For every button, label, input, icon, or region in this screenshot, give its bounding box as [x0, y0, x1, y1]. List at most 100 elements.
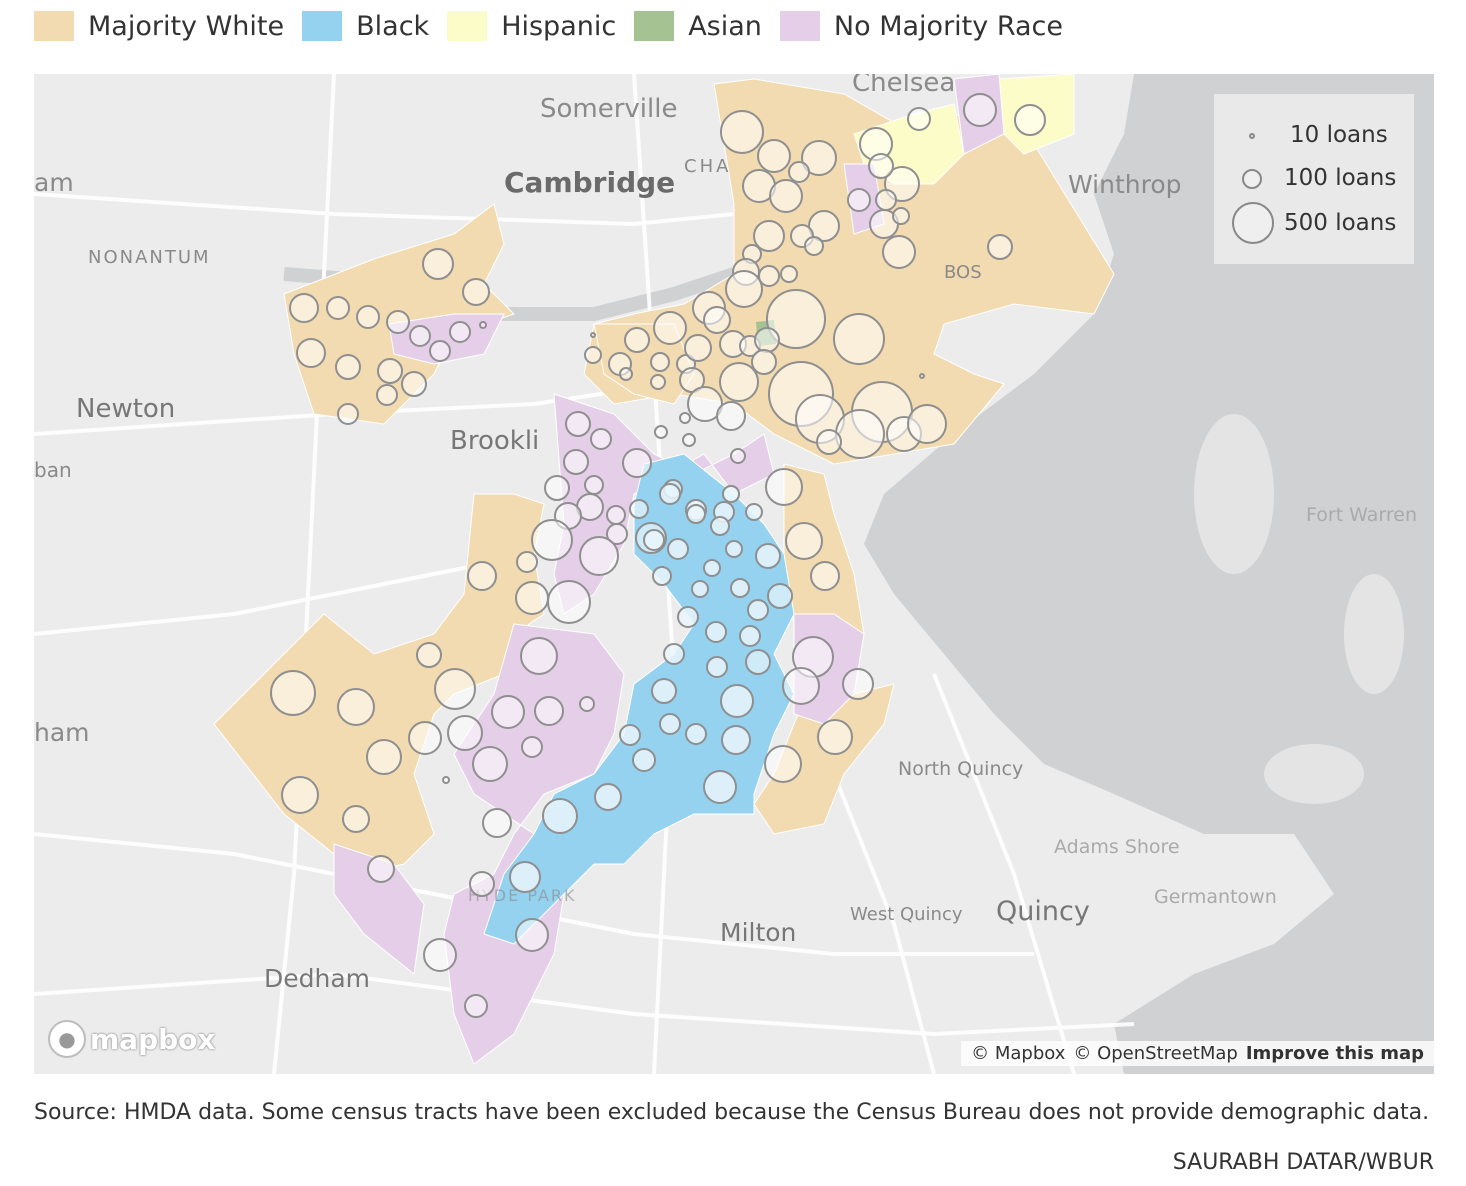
loan-bubble[interactable]: [767, 583, 793, 609]
loan-bubble[interactable]: [590, 428, 612, 450]
loan-bubble[interactable]: [401, 371, 427, 397]
loan-bubble[interactable]: [808, 210, 840, 242]
loan-bubble[interactable]: [963, 93, 997, 127]
loan-bubble[interactable]: [730, 448, 746, 464]
loan-bubble[interactable]: [520, 637, 558, 675]
loan-bubble[interactable]: [409, 325, 431, 347]
loan-bubble[interactable]: [650, 352, 670, 372]
loan-bubble[interactable]: [296, 338, 326, 368]
loan-bubble[interactable]: [606, 505, 626, 525]
loan-bubble[interactable]: [833, 313, 885, 365]
loan-bubble[interactable]: [515, 581, 549, 615]
loan-bubble[interactable]: [780, 265, 798, 283]
loan-bubble[interactable]: [725, 540, 743, 558]
loan-bubble[interactable]: [716, 401, 746, 431]
loan-bubble[interactable]: [919, 373, 925, 379]
loan-bubble[interactable]: [270, 670, 316, 716]
loan-bubble[interactable]: [685, 723, 707, 745]
loan-bubble[interactable]: [705, 621, 727, 643]
loan-bubble[interactable]: [1014, 104, 1046, 136]
loan-bubble[interactable]: [650, 374, 666, 390]
loan-bubble[interactable]: [422, 248, 454, 280]
loan-bubble[interactable]: [868, 153, 894, 179]
loan-bubble[interactable]: [804, 236, 824, 256]
loan-bubble[interactable]: [651, 678, 677, 704]
loan-bubble[interactable]: [816, 429, 842, 455]
loan-bubble[interactable]: [531, 519, 573, 561]
loan-bubble[interactable]: [491, 695, 525, 729]
loan-bubble[interactable]: [659, 483, 681, 505]
loan-bubble[interactable]: [684, 334, 712, 362]
loan-bubble[interactable]: [710, 516, 730, 536]
loan-bubble[interactable]: [376, 384, 398, 406]
loan-bubble[interactable]: [408, 721, 442, 755]
loan-bubble[interactable]: [584, 346, 602, 364]
loan-bubble[interactable]: [875, 189, 897, 211]
loan-bubble[interactable]: [782, 667, 820, 705]
loan-bubble[interactable]: [472, 746, 508, 782]
mapbox-logo[interactable]: ● mapbox: [48, 1020, 215, 1058]
loan-bubble[interactable]: [337, 403, 359, 425]
loan-bubble[interactable]: [663, 643, 685, 665]
loan-bubble[interactable]: [521, 736, 543, 758]
loan-bubble[interactable]: [534, 696, 564, 726]
loan-bubble[interactable]: [606, 523, 628, 545]
loan-bubble[interactable]: [769, 179, 803, 213]
loan-bubble[interactable]: [624, 327, 650, 353]
loan-bubble[interactable]: [835, 409, 885, 459]
loan-bubble[interactable]: [584, 475, 604, 495]
loan-bubble[interactable]: [757, 139, 791, 173]
loan-bubble[interactable]: [594, 783, 622, 811]
loan-bubble[interactable]: [847, 188, 871, 212]
loan-bubble[interactable]: [516, 551, 538, 573]
loan-bubble[interactable]: [691, 580, 709, 598]
loan-bubble[interactable]: [882, 235, 916, 269]
loan-bubble[interactable]: [801, 140, 837, 176]
loan-bubble[interactable]: [619, 724, 641, 746]
loan-bubble[interactable]: [652, 566, 672, 586]
loan-bubble[interactable]: [788, 161, 810, 183]
loan-bubble[interactable]: [544, 475, 570, 501]
loan-bubble[interactable]: [703, 770, 737, 804]
loan-bubble[interactable]: [542, 798, 578, 834]
loan-bubble[interactable]: [753, 220, 785, 252]
loan-bubble[interactable]: [739, 625, 761, 647]
loan-bubble[interactable]: [754, 327, 780, 353]
loan-bubble[interactable]: [653, 311, 687, 345]
loan-bubble[interactable]: [632, 748, 656, 772]
loan-bubble[interactable]: [326, 296, 350, 320]
loan-bubble[interactable]: [337, 688, 375, 726]
loan-bubble[interactable]: [356, 305, 380, 329]
loan-bubble[interactable]: [654, 425, 668, 439]
loan-bubble[interactable]: [515, 918, 549, 952]
loan-bubble[interactable]: [745, 503, 763, 521]
loan-bubble[interactable]: [449, 321, 471, 343]
loan-bubble[interactable]: [289, 293, 319, 323]
loan-bubble[interactable]: [730, 578, 750, 598]
loan-bubble[interactable]: [745, 649, 771, 675]
loan-bubble[interactable]: [659, 713, 681, 735]
loan-bubble[interactable]: [686, 504, 706, 524]
loan-bubble[interactable]: [335, 354, 361, 380]
loan-bubble[interactable]: [467, 561, 497, 591]
loan-bubble[interactable]: [579, 696, 595, 712]
loan-bubble[interactable]: [469, 871, 495, 897]
loan-bubble[interactable]: [907, 404, 947, 444]
loan-bubble[interactable]: [817, 719, 853, 755]
loan-bubble[interactable]: [810, 561, 840, 591]
loan-bubble[interactable]: [462, 278, 490, 306]
map-canvas[interactable]: Chelsea Somerville CHA Cambridge Winthro…: [34, 74, 1434, 1074]
loan-bubble[interactable]: [907, 107, 931, 131]
loan-bubble[interactable]: [842, 668, 874, 700]
loan-bubble[interactable]: [755, 543, 781, 569]
loan-bubble[interactable]: [892, 207, 910, 225]
loan-bubble[interactable]: [751, 349, 777, 375]
loan-bubble[interactable]: [565, 411, 591, 437]
loan-bubble[interactable]: [679, 412, 691, 424]
loan-bubble[interactable]: [281, 776, 319, 814]
loan-bubble[interactable]: [366, 739, 402, 775]
loan-bubble[interactable]: [720, 684, 754, 718]
loan-bubble[interactable]: [987, 234, 1013, 260]
loan-bubble[interactable]: [429, 340, 451, 362]
loan-bubble[interactable]: [667, 538, 689, 560]
